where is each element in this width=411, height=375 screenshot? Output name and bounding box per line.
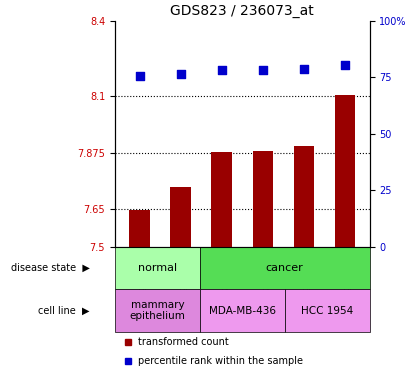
Text: HCC 1954: HCC 1954 — [301, 306, 353, 316]
FancyBboxPatch shape — [200, 247, 369, 290]
Bar — [252, 151, 273, 247]
Point — [300, 66, 307, 72]
Text: disease state  ▶: disease state ▶ — [11, 263, 90, 273]
Text: cell line  ▶: cell line ▶ — [38, 306, 90, 316]
Text: MDA-MB-436: MDA-MB-436 — [209, 306, 276, 316]
Text: GSM21251: GSM21251 — [340, 252, 349, 297]
Text: GSM21249: GSM21249 — [258, 252, 267, 297]
Point — [136, 73, 143, 79]
FancyBboxPatch shape — [115, 247, 200, 290]
Title: GDS823 / 236073_at: GDS823 / 236073_at — [171, 4, 314, 18]
Point — [259, 68, 266, 74]
Point — [342, 62, 348, 68]
Point — [218, 68, 225, 74]
FancyBboxPatch shape — [200, 290, 285, 332]
Text: mammary
epithelium: mammary epithelium — [129, 300, 185, 321]
Text: transformed count: transformed count — [138, 337, 229, 346]
Text: GSM21252: GSM21252 — [135, 252, 144, 297]
Text: percentile rank within the sample: percentile rank within the sample — [138, 356, 303, 366]
Point — [177, 71, 184, 77]
Bar — [293, 146, 314, 247]
Bar — [129, 210, 150, 247]
FancyBboxPatch shape — [115, 290, 200, 332]
Text: GSM21248: GSM21248 — [217, 252, 226, 297]
Text: normal: normal — [138, 263, 177, 273]
FancyBboxPatch shape — [285, 290, 369, 332]
Text: GSM21253: GSM21253 — [176, 252, 185, 297]
Text: GSM21250: GSM21250 — [299, 252, 308, 297]
Bar — [211, 152, 232, 247]
Bar — [335, 95, 355, 247]
Bar — [170, 187, 191, 247]
Text: cancer: cancer — [266, 263, 304, 273]
